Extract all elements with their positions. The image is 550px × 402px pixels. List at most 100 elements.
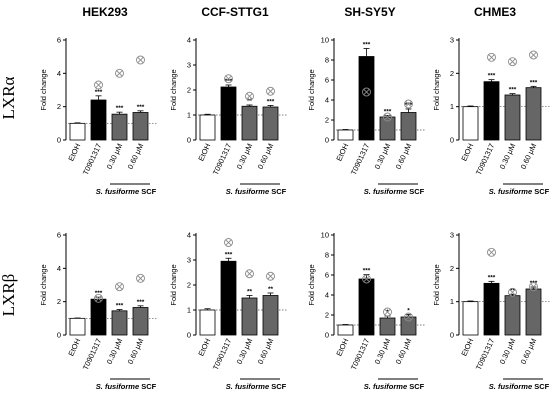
panel-1-0-category-label-0: EtOH [66, 337, 82, 357]
panel-0-1-y-tick-label: 0 [187, 136, 191, 145]
panel-0-1-significance-1: *** [225, 78, 233, 85]
panel-0-1-category-label-3: 0.60 μM [256, 142, 276, 171]
panel-1-0-outlier-marker-2 [115, 282, 124, 292]
panel-0-2-bar-1 [358, 56, 375, 141]
panel-0-0-bar-0 [69, 122, 86, 141]
panel-1-1-bar-3 [262, 295, 279, 336]
panel-0-3-y-tick-label: 0 [450, 136, 454, 145]
panel-0-0-y-tick-label: 6 [57, 36, 61, 45]
panel-0-2-category-label-1: T0901317 [349, 142, 371, 176]
panel-1-3-bar-0 [462, 301, 479, 336]
panel-1-3-category-label-3: 0.60 μM [519, 337, 539, 366]
panel-0-3-category-label-2: 0.30 μM [498, 142, 518, 171]
panel-0-1-y-tick-label: 2 [187, 86, 191, 95]
panel-1-1-significance-3: ** [268, 286, 274, 293]
panel-1-3-y-axis-label: Fold change [432, 264, 441, 305]
panel-0-3-bar-0 [462, 106, 479, 141]
panel-0-2-bar-2 [379, 116, 396, 141]
panel-1-1-category-label-3: 0.60 μM [256, 337, 276, 366]
panel-1-2-significance-3: * [407, 308, 410, 315]
panel-1-0-group-label: S. fusiforme SCF [96, 382, 157, 391]
panel-1-0-y-tick-label: 2 [57, 297, 61, 306]
panel-0-2-significance-1: *** [363, 42, 371, 49]
panel-1-0-category-label-3: 0.60 μM [126, 337, 146, 366]
panel-0-3-outlier-marker-3 [529, 50, 538, 60]
panel-1-2-y-tick-label: 0 [325, 331, 329, 340]
panel-0-3-bar-3 [525, 87, 542, 141]
panel-0-1-category-label-1: T0901317 [211, 142, 233, 176]
panel-1-3-category-label-2: 0.30 μM [498, 337, 518, 366]
panel-lxr-beta-chme3: 0 1 2 3 Fold change EtOH *** T0901317 ** 0.30 μM *… [432, 231, 550, 391]
panel-1-3-y-tick-label: 0 [450, 331, 454, 340]
panel-0-1-outlier-marker-3 [266, 86, 275, 96]
column-header-chme3: CHME3 [474, 5, 516, 19]
panel-1-0-y-tick-label: 4 [57, 264, 61, 273]
panel-1-1-significance-2: ** [247, 289, 253, 296]
panel-1-2-category-label-1: T0901317 [349, 337, 371, 371]
panel-0-2-outlier-marker-1 [362, 87, 371, 97]
panel-1-2-y-axis-label: Fold change [307, 264, 316, 305]
panel-1-2-significance-1: *** [363, 268, 371, 275]
panel-0-0-category-label-0: EtOH [66, 142, 82, 162]
panel-1-2-bar-3 [400, 316, 417, 336]
panel-1-2-y-tick-label: 6 [325, 271, 329, 280]
panel-0-2-group-label: S. fusiforme SCF [364, 187, 425, 196]
panel-0-2-category-label-2: 0.30 μM [373, 142, 393, 171]
panel-0-2-significance-3: *** [405, 102, 413, 109]
panel-1-1-y-tick-label: 4 [187, 231, 191, 240]
panel-1-1-y-tick-label: 3 [187, 256, 191, 265]
panel-1-0-significance-3: *** [137, 299, 145, 306]
panel-0-1-outlier-marker-1 [224, 74, 233, 84]
panel-1-2-category-label-2: 0.30 μM [373, 337, 393, 366]
panel-1-2-group-label: S. fusiforme SCF [364, 382, 425, 391]
panel-0-1-significance-3: *** [267, 99, 275, 106]
panel-1-3-outlier-marker-3 [529, 282, 538, 292]
panel-1-3-significance-1: *** [488, 274, 496, 281]
panel-0-2-y-tick-label: 10 [321, 36, 329, 45]
panel-0-3-category-label-3: 0.60 μM [519, 142, 539, 171]
panel-1-3-outlier-marker-1 [487, 247, 496, 257]
row-label-lxr-alpha: LXRα [0, 76, 18, 119]
panel-1-3-significance-2: ** [510, 287, 516, 294]
panel-1-0-y-axis-label: Fold change [39, 264, 48, 305]
panel-1-2-category-label-0: EtOH [334, 337, 350, 357]
row-label-lxr-beta: LXRβ [0, 274, 18, 317]
panel-lxr-beta-hek293: 0 2 4 6 Fold change EtOH *** T0901317 *** 0.30 μM… [39, 231, 158, 391]
panel-0-0-y-axis-label: Fold change [39, 69, 48, 110]
panel-0-3-category-label-1: T0901317 [474, 142, 496, 176]
panel-0-2-y-tick-label: 4 [325, 96, 329, 105]
panel-1-1-y-tick-label: 1 [187, 306, 191, 315]
panel-1-2-outlier-marker-3 [404, 312, 413, 322]
panel-1-1-category-label-1: T0901317 [211, 337, 233, 371]
panel-0-0-significance-1: *** [95, 89, 103, 96]
panel-0-3-y-axis-label: Fold change [432, 69, 441, 110]
panel-0-2-outlier-marker-2 [383, 112, 392, 122]
panel-1-2-y-tick-label: 8 [325, 251, 329, 260]
panel-0-1-y-axis-label: Fold change [169, 69, 178, 110]
panel-1-3-bar-2 [504, 295, 521, 336]
panel-0-1-bar-2 [241, 105, 258, 141]
panel-0-0-bar-3 [132, 112, 149, 141]
column-header-ccf-sttg1: CCF-STTG1 [201, 5, 269, 19]
panel-1-2-bar-2 [379, 317, 396, 336]
panel-0-1-y-tick-label: 4 [187, 36, 191, 45]
panel-0-1-significance-2: ** [247, 98, 253, 105]
panel-0-3-category-label-0: EtOH [459, 142, 475, 162]
panel-1-1-y-tick-label: 0 [187, 331, 191, 340]
panel-0-1-bar-0 [199, 114, 216, 141]
panel-1-0-category-label-1: T0901317 [81, 337, 103, 371]
panel-1-3-group-label: S. fusiforme SCF [489, 382, 550, 391]
panel-0-3-significance-1: *** [488, 73, 496, 80]
panel-1-3-bar-3 [525, 288, 542, 336]
panel-1-1-outlier-marker-2 [245, 269, 254, 279]
panel-lxr-beta-ccf-sttg1: 0 1 2 3 4 Fold change EtOH *** T0901317 ** 0.30 μM… [169, 231, 288, 391]
panel-1-1-bar-2 [241, 297, 258, 336]
panel-0-2-category-label-3: 0.60 μM [394, 142, 414, 171]
panel-1-0-bar-3 [132, 307, 149, 336]
panel-1-3-category-label-1: T0901317 [474, 337, 496, 371]
panel-lxr-alpha-ccf-sttg1: 0 1 2 3 4 Fold change EtOH *** T0901317 ** 0.30 μM… [169, 36, 288, 196]
panel-0-0-category-label-1: T0901317 [81, 142, 103, 176]
panel-1-1-group-label: S. fusiforme SCF [226, 382, 287, 391]
panel-0-1-y-tick-label: 1 [187, 111, 191, 120]
